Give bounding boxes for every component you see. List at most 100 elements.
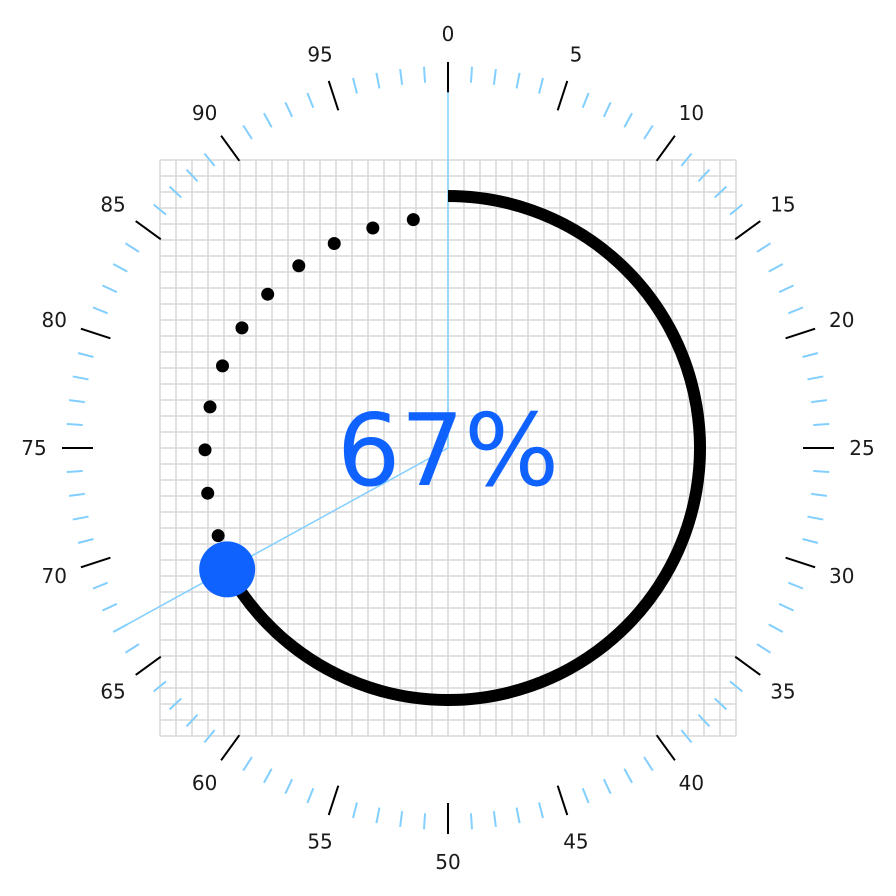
minor-tick [802, 538, 819, 544]
major-tick [327, 80, 340, 111]
scale-label: 30 [829, 564, 854, 588]
scale-label: 80 [42, 308, 67, 332]
minor-tick [602, 101, 612, 118]
minor-tick [538, 802, 544, 819]
minor-tick [787, 581, 804, 590]
progress-arc [221, 190, 706, 706]
scale-label: 50 [435, 850, 460, 874]
minor-tick [375, 807, 381, 824]
major-tick [135, 220, 162, 241]
minor-tick [153, 203, 167, 216]
minor-tick [153, 680, 167, 693]
minor-tick [68, 399, 86, 404]
minor-tick [714, 697, 728, 711]
minor-tick [203, 729, 216, 743]
minor-tick [680, 729, 693, 743]
major-tick [734, 220, 761, 241]
minor-tick [203, 153, 216, 167]
minor-tick [787, 306, 804, 315]
scale-label: 70 [42, 564, 67, 588]
trail-dot [203, 400, 217, 414]
minor-tick [538, 77, 544, 94]
minor-tick [124, 643, 140, 654]
minor-tick [66, 423, 83, 427]
minor-tick [77, 352, 94, 358]
scale-label: 90 [192, 101, 217, 125]
minor-tick [101, 284, 118, 294]
minor-tick [185, 168, 199, 182]
minor-tick [623, 768, 633, 784]
trail-dot [261, 287, 275, 301]
major-tick [556, 785, 569, 816]
trail-dot [292, 259, 306, 273]
minor-tick [643, 756, 654, 772]
trail-dot [201, 486, 215, 500]
major-tick [135, 655, 162, 676]
minor-tick [778, 284, 795, 294]
minor-tick [375, 72, 381, 89]
minor-tick [810, 399, 828, 404]
progress-handle[interactable] [199, 541, 256, 598]
minor-tick [423, 66, 427, 83]
minor-tick [399, 810, 404, 828]
scale-label: 5 [570, 42, 583, 66]
minor-tick [515, 807, 521, 824]
scale-label: 15 [770, 193, 795, 217]
minor-tick [492, 810, 497, 828]
minor-tick [807, 515, 824, 521]
minor-tick [768, 263, 784, 273]
minor-tick [768, 623, 784, 633]
dotted-trail [198, 213, 420, 543]
major-tick [80, 556, 111, 569]
major-tick [220, 135, 241, 162]
major-tick [556, 80, 569, 111]
minor-tick [92, 581, 109, 590]
major-tick [80, 327, 111, 340]
minor-tick [399, 68, 404, 86]
major-tick [785, 327, 816, 340]
scale-labels: 0 5 10 15 20 25 30 35 40 45 50 55 60 65 70 75 80 85 90 95 [21, 22, 874, 874]
minor-tick [515, 72, 521, 89]
minor-tick [242, 756, 253, 772]
scale-label: 25 [849, 436, 874, 460]
minor-tick [469, 66, 473, 83]
minor-tick [72, 515, 89, 521]
minor-tick [66, 469, 83, 473]
minor-tick [813, 423, 830, 427]
scale-label: 45 [563, 830, 588, 854]
minor-tick [306, 92, 315, 109]
minor-tick [423, 813, 427, 830]
scale-label: 65 [100, 679, 125, 703]
minor-tick [284, 778, 294, 795]
trail-dot [198, 443, 212, 457]
trail-dot [216, 359, 229, 373]
minor-tick [92, 306, 109, 315]
minor-tick [263, 112, 273, 128]
major-tick [655, 734, 676, 761]
minor-tick [802, 352, 819, 358]
trail-dot [366, 221, 380, 235]
minor-tick [185, 714, 199, 728]
minor-tick [697, 168, 711, 182]
minor-tick [263, 768, 273, 784]
scale-label: 35 [770, 679, 795, 703]
major-tick [220, 734, 241, 761]
minor-tick [168, 185, 182, 199]
scale-label: 60 [192, 771, 217, 795]
minor-tick [729, 203, 743, 216]
scale-label: 40 [679, 771, 704, 795]
major-tick [655, 135, 676, 162]
scale-label: 85 [100, 193, 125, 217]
minor-tick [697, 714, 711, 728]
minor-tick [581, 787, 590, 804]
pointer-line [123, 447, 449, 627]
minor-tick [729, 680, 743, 693]
minor-tick [352, 77, 358, 94]
trail-dot [235, 321, 249, 335]
scale-ticks [62, 62, 834, 834]
minor-tick [602, 778, 612, 795]
minor-tick [124, 242, 140, 253]
minor-tick [284, 101, 294, 118]
